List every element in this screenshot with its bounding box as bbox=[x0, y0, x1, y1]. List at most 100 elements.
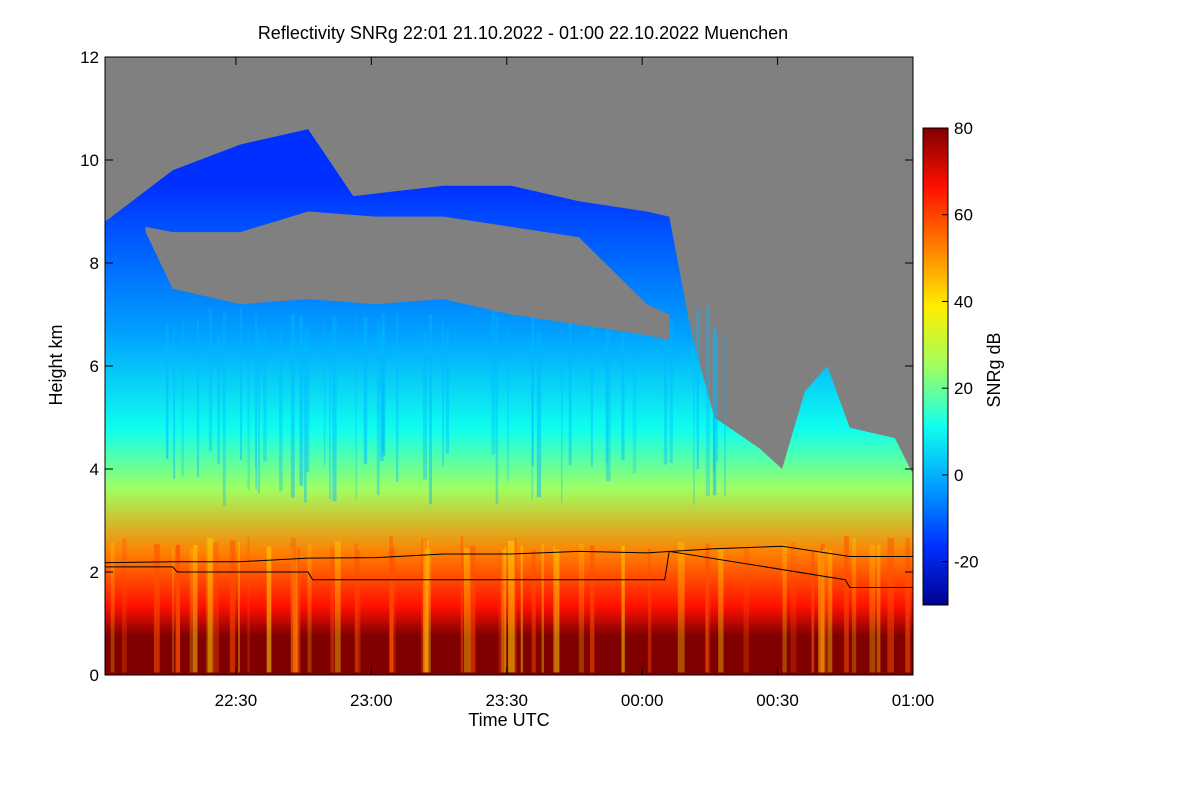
colorbar-tick-label: 20 bbox=[954, 379, 973, 398]
fall-streak bbox=[377, 319, 380, 496]
y-tick-label: 2 bbox=[90, 563, 99, 582]
fall-streak bbox=[181, 321, 185, 477]
fall-streak bbox=[379, 329, 384, 461]
colorbar-label: SNRg dB bbox=[984, 332, 1004, 407]
fall-streak bbox=[822, 547, 827, 673]
fall-streak bbox=[258, 329, 260, 494]
fall-streak bbox=[429, 314, 433, 505]
chart-title: Reflectivity SNRg 22:01 21.10.2022 - 01:… bbox=[258, 23, 788, 43]
fall-streak bbox=[299, 315, 304, 486]
x-tick-label: 00:30 bbox=[756, 691, 799, 710]
fall-streak bbox=[606, 331, 611, 482]
fall-streak bbox=[811, 551, 815, 673]
fall-streak bbox=[390, 548, 394, 673]
fall-streak bbox=[293, 546, 299, 673]
fall-streak bbox=[469, 546, 476, 673]
x-axis: 22:30 23:00 23:30 00:00 00:30 01:00 bbox=[215, 57, 934, 710]
fall-streak bbox=[279, 331, 283, 491]
fall-streak bbox=[154, 544, 160, 673]
fall-streak bbox=[207, 538, 214, 673]
fall-streak bbox=[491, 305, 496, 455]
fall-streak bbox=[355, 550, 361, 673]
fall-streak bbox=[724, 334, 726, 497]
colorbar-ticks: -20 0 20 40 60 80 bbox=[942, 119, 979, 572]
fall-streaks bbox=[110, 305, 911, 673]
fall-streak bbox=[520, 545, 523, 673]
fall-streak bbox=[693, 324, 695, 506]
fall-streak bbox=[213, 542, 219, 673]
y-tick-label: 10 bbox=[80, 151, 99, 170]
colorbar-tick-label: 60 bbox=[954, 206, 973, 225]
fall-streak bbox=[820, 543, 825, 673]
y-tick-label: 6 bbox=[90, 357, 99, 376]
plot-area bbox=[105, 57, 913, 675]
fall-streak bbox=[445, 330, 450, 454]
fall-streak bbox=[852, 538, 857, 673]
fall-streak bbox=[222, 311, 226, 507]
fall-streak bbox=[122, 538, 127, 673]
fall-streak bbox=[905, 549, 911, 673]
fall-streak bbox=[536, 332, 542, 498]
fall-streak bbox=[508, 540, 515, 673]
y-axis-label: Height km bbox=[46, 324, 66, 405]
fall-streak bbox=[715, 333, 719, 462]
fall-streak bbox=[561, 327, 563, 503]
fall-streak bbox=[376, 324, 379, 495]
fall-streak bbox=[531, 310, 534, 467]
fall-streak bbox=[240, 309, 242, 461]
fall-streak bbox=[463, 548, 471, 673]
y-axis: 0 2 4 6 8 10 12 bbox=[80, 48, 913, 685]
fall-streak bbox=[504, 547, 507, 673]
fall-streak bbox=[166, 325, 169, 459]
fall-streak bbox=[172, 548, 175, 673]
fall-streak bbox=[605, 313, 609, 463]
fall-streak bbox=[621, 545, 625, 673]
fall-streak bbox=[173, 325, 176, 479]
fall-streak bbox=[718, 549, 724, 673]
fall-streak bbox=[647, 548, 652, 673]
fall-streak bbox=[290, 548, 297, 673]
fall-streak bbox=[196, 319, 200, 478]
series-line bbox=[105, 550, 913, 588]
fall-streak bbox=[554, 549, 560, 673]
fall-streak bbox=[303, 333, 307, 503]
fall-streak bbox=[423, 540, 429, 673]
fall-streak bbox=[254, 309, 257, 469]
fall-streak bbox=[382, 325, 385, 454]
y-tick-label: 4 bbox=[90, 460, 99, 479]
colorbar-tick-label: -20 bbox=[954, 553, 979, 572]
fall-streak bbox=[568, 308, 572, 466]
colorbar-tick-label: 40 bbox=[954, 292, 973, 311]
fall-streak bbox=[217, 334, 220, 465]
fall-streak bbox=[290, 537, 296, 673]
fall-streak bbox=[329, 331, 331, 500]
fall-streak bbox=[553, 546, 556, 673]
fall-streak bbox=[590, 545, 595, 673]
fall-streak bbox=[495, 315, 499, 505]
fall-streak bbox=[578, 543, 585, 673]
fall-streak bbox=[176, 544, 180, 673]
fall-streak bbox=[206, 537, 213, 673]
fall-streak bbox=[363, 317, 368, 464]
x-axis-label: Time UTC bbox=[468, 710, 549, 730]
fall-streak bbox=[263, 326, 267, 461]
fall-streak bbox=[334, 541, 341, 673]
fall-streak bbox=[442, 317, 444, 467]
fall-streak bbox=[305, 327, 310, 473]
fall-streak bbox=[790, 542, 797, 673]
fall-streak bbox=[677, 542, 685, 673]
fall-streak bbox=[514, 537, 517, 673]
fall-streak bbox=[705, 306, 710, 496]
y-tick-label: 0 bbox=[90, 666, 99, 685]
colorbar-gradient bbox=[922, 127, 949, 606]
fall-streak bbox=[424, 548, 431, 673]
fall-streak bbox=[422, 331, 427, 480]
fall-streak bbox=[705, 543, 711, 673]
fall-streak bbox=[266, 546, 272, 673]
fall-streak bbox=[869, 545, 876, 673]
fall-streak bbox=[238, 541, 240, 673]
fall-streak bbox=[189, 548, 194, 673]
no-signal-gap bbox=[145, 211, 670, 341]
fall-streak bbox=[208, 309, 213, 452]
